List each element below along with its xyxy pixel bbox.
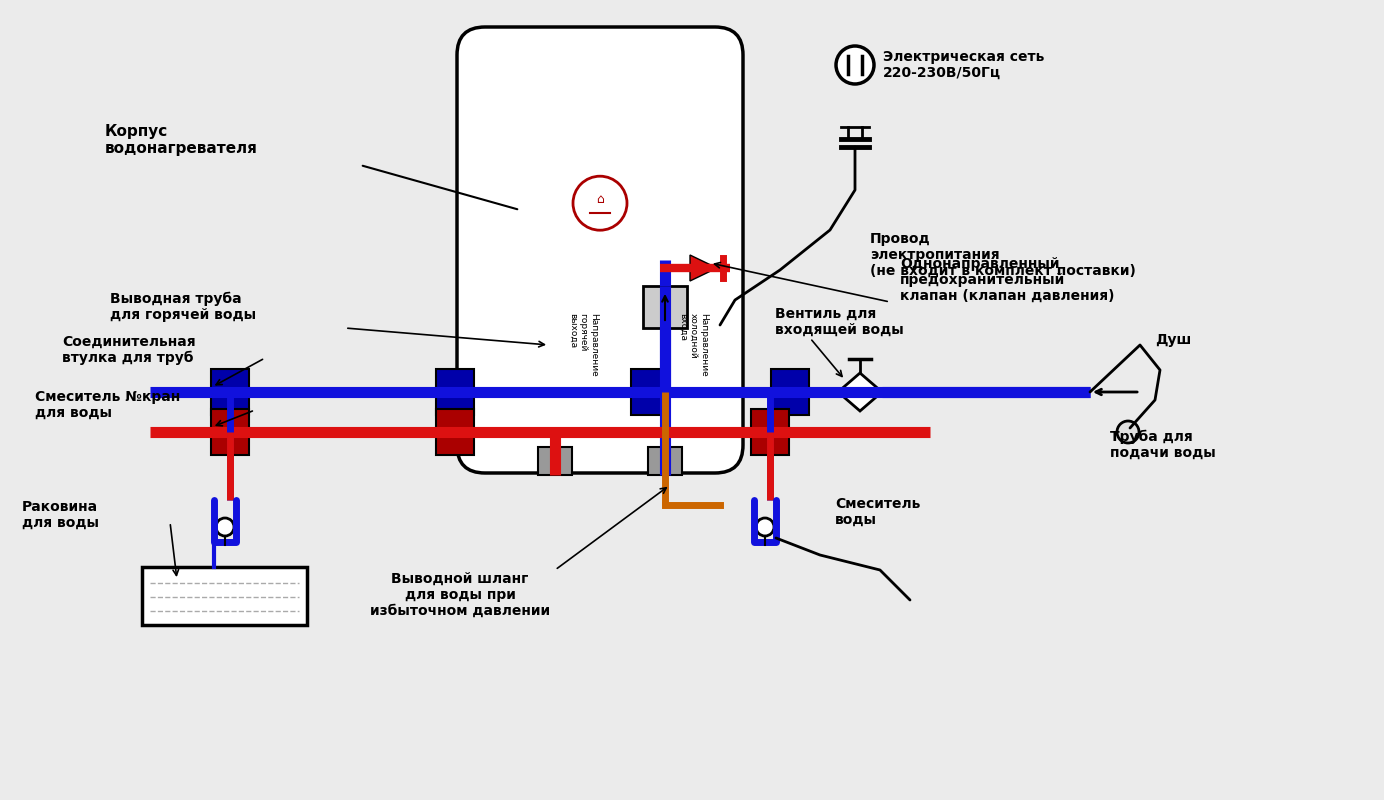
Text: Однонаправленный
предохранительный
клапан (клапан давления): Однонаправленный предохранительный клапа… [900,257,1114,303]
Bar [771,369,810,415]
Circle shape [216,518,234,536]
Polygon shape [837,373,882,411]
Bar [143,567,307,625]
Text: Выводная труба
для горячей воды: Выводная труба для горячей воды [109,292,256,322]
Text: Смеситель
воды: Смеситель воды [835,497,920,527]
Text: Соединительная
втулка для труб: Соединительная втулка для труб [62,334,195,366]
Bar [648,447,682,475]
Bar [210,409,249,455]
Text: Направление
горячей
выхода: Направление горячей выхода [567,313,598,377]
Bar [631,369,668,415]
Bar [644,286,686,328]
Bar [436,369,473,415]
Text: Электрическая сеть
220-230В/50Гц: Электрическая сеть 220-230В/50Гц [883,50,1045,80]
Bar [538,447,572,475]
Circle shape [573,176,627,230]
Text: Корпус
водонагревателя: Корпус водонагревателя [105,124,257,156]
Circle shape [1117,421,1139,443]
Text: Раковина
для воды: Раковина для воды [22,500,100,530]
Text: Направление
холодной
входа: Направление холодной входа [678,313,707,377]
Bar [752,409,789,455]
Text: ⌂: ⌂ [597,193,603,206]
Text: Душ: Душ [1156,333,1192,347]
Text: Смеситель №кран
для воды: Смеситель №кран для воды [35,390,180,420]
Bar [210,369,249,415]
Text: Труба для
подачи воды: Труба для подачи воды [1110,430,1215,460]
Text: Выводной шланг
для воды при
избыточном давлении: Выводной шланг для воды при избыточном д… [370,572,549,618]
Circle shape [756,518,774,536]
Polygon shape [691,255,717,281]
FancyBboxPatch shape [457,27,743,473]
Text: Вентиль для
входящей воды: Вентиль для входящей воды [775,307,904,337]
Bar [436,409,473,455]
Circle shape [836,46,875,84]
Text: Провод
электропитания
(не входит в комплект поставки): Провод электропитания (не входит в компл… [871,232,1136,278]
